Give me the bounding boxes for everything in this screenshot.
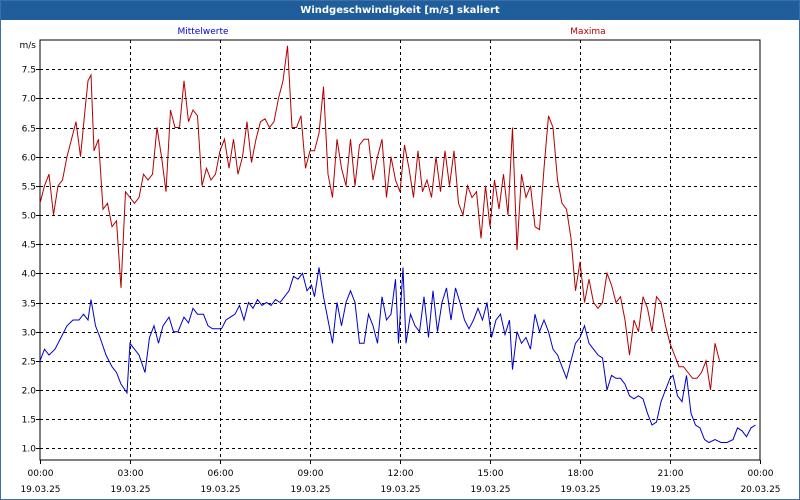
series-lines [39,45,756,444]
y-axis-label: m/s [20,41,37,51]
y-tick-label: 1.5 [22,416,36,426]
x-tick-date: 20.03.25 [740,485,780,495]
y-tick-label: 5.0 [22,212,37,222]
y-axis: 1.0 1.5 2.0 2.5 3.0 3.5 4.0 4.5 5.0 5.5 6.0 6.5 7.0 7… [20,41,40,455]
y-tick-label: 4.5 [22,241,36,251]
legend-entry: Maxima [570,27,605,37]
y-tick-label: 7.0 [22,95,37,105]
y-tick-label: 2.5 [22,358,36,368]
y-tick-label: 3.5 [22,300,36,310]
y-tick-label: 7.5 [22,66,36,76]
x-axis: 00:00 19.03.25 03:00 19.03.25 06:00 19.03.25 0… [20,460,781,495]
y-tick-label: 5.5 [22,183,36,193]
x-tick-time: 03:00 [118,469,144,479]
x-tick-time: 09:00 [298,469,324,479]
y-tick-label: 3.0 [22,329,37,339]
x-tick-time: 12:00 [388,469,414,479]
y-tick-label: 2.0 [22,387,37,397]
y-tick-label: 6.0 [22,154,37,164]
x-tick-time: 21:00 [658,469,684,479]
series-line-mittelwerte [39,267,756,444]
x-tick-date: 19.03.25 [20,485,60,495]
y-tick-label: 4.0 [22,270,37,280]
x-tick-date: 19.03.25 [110,485,150,495]
window-title: Windgeschwindigkeit [m/s] skaliert [1,1,799,20]
x-tick-time: 18:00 [568,469,594,479]
x-tick-time: 00:00 [28,469,54,479]
x-tick-date: 19.03.25 [290,485,330,495]
y-tick-label: 6.5 [22,125,36,135]
x-tick-date: 19.03.25 [650,485,690,495]
x-tick-time: 00:00 [748,469,774,479]
x-tick-time: 15:00 [478,469,504,479]
x-tick-time: 06:00 [208,469,234,479]
series-line-maxima [39,45,720,391]
x-tick-date: 19.03.25 [200,485,240,495]
x-tick-date: 19.03.25 [560,485,600,495]
y-tick-label: 1.0 [22,445,37,455]
grid-lines [40,40,760,460]
legend: Mittelwerte Maxima [177,27,605,37]
x-tick-date: 19.03.25 [380,485,420,495]
legend-entry: Mittelwerte [177,27,228,37]
x-tick-date: 19.03.25 [470,485,510,495]
